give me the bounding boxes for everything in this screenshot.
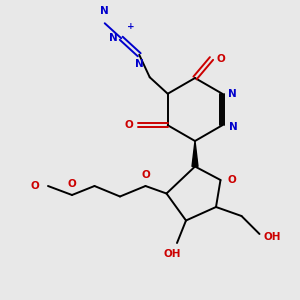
Text: OH: OH (164, 249, 181, 259)
Text: OH: OH (264, 232, 281, 242)
Text: N: N (100, 6, 109, 16)
Text: N: N (135, 59, 144, 69)
Text: O: O (141, 170, 150, 180)
Text: O: O (124, 120, 133, 130)
Text: O: O (227, 175, 236, 185)
Text: N: N (228, 89, 237, 99)
Text: +: + (127, 22, 134, 31)
Text: O: O (30, 181, 39, 191)
Polygon shape (192, 141, 198, 167)
Text: N: N (229, 122, 238, 132)
Text: O: O (68, 179, 76, 189)
Text: N: N (109, 33, 118, 43)
Text: O: O (217, 53, 226, 64)
